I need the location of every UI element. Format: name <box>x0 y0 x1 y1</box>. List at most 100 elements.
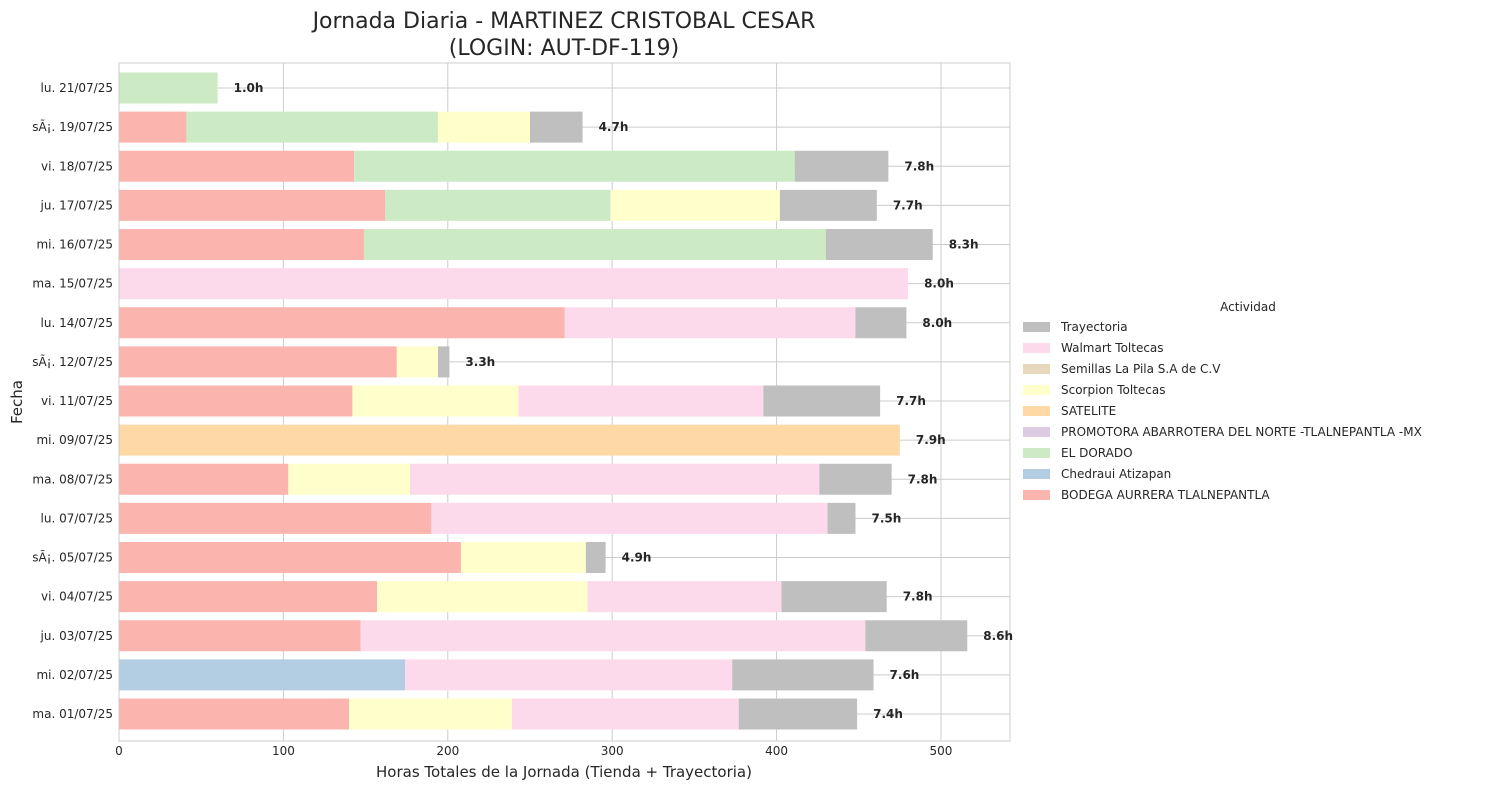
bar-segment <box>119 346 397 378</box>
bar-segment <box>587 581 782 613</box>
legend-entry: Chedraui Atizapan <box>1061 467 1171 481</box>
y-tick-label: ju. 03/07/25 <box>40 629 113 643</box>
x-tick-label: 0 <box>115 744 123 758</box>
legend-swatch <box>1023 427 1050 437</box>
x-tick-label: 300 <box>601 744 624 758</box>
legend-title: Actividad <box>1220 300 1276 314</box>
bar-segment <box>825 229 933 260</box>
y-tick-label: sÃ¡. 05/07/25 <box>32 550 113 565</box>
data-label: 7.7h <box>896 394 926 408</box>
x-tick-label: 500 <box>930 744 953 758</box>
bar-segment <box>564 307 856 339</box>
legend-swatch <box>1023 490 1050 500</box>
bar-segment <box>119 424 900 456</box>
bar-segment <box>585 542 606 573</box>
data-label: 4.7h <box>599 120 629 134</box>
plot-frame <box>118 62 1011 742</box>
data-label: 8.0h <box>924 277 954 291</box>
bar-segment <box>865 620 968 652</box>
bar-segment <box>119 385 353 417</box>
data-label: 7.8h <box>903 590 933 604</box>
bars <box>119 72 968 730</box>
bar-segment <box>437 111 530 143</box>
bar-segment <box>779 189 877 221</box>
bar-segment <box>119 698 350 730</box>
y-tick-label: lu. 21/07/25 <box>41 81 113 95</box>
bar-segment <box>119 189 386 221</box>
legend-entry: BODEGA AURRERA TLALNEPANTLA <box>1061 488 1270 502</box>
data-label: 7.7h <box>893 198 923 212</box>
bar-segment <box>363 229 826 260</box>
bar-segment <box>377 581 588 613</box>
legend-swatch <box>1023 469 1050 479</box>
bar-segment <box>431 502 828 534</box>
bar-segment <box>738 698 858 730</box>
bar-segment <box>460 542 586 573</box>
bar-segment <box>385 189 611 221</box>
bar-segment <box>119 229 364 260</box>
x-tick-labels: 0 100 200 300 400 500 <box>115 744 952 758</box>
bar-segment <box>855 307 907 339</box>
bar-segment <box>354 150 795 182</box>
y-tick-label: vi. 11/07/25 <box>41 394 113 408</box>
bar-segment <box>119 307 565 339</box>
bar-segment <box>518 385 764 417</box>
bar-segment <box>409 463 820 495</box>
legend-entry: Scorpion Toltecas <box>1061 383 1165 397</box>
data-label: 7.5h <box>871 511 901 525</box>
bar-segment <box>119 150 355 182</box>
legend-entry: PROMOTORA ABARROTERA DEL NORTE -TLALNEPA… <box>1061 425 1422 439</box>
data-label: 3.3h <box>465 355 495 369</box>
legend-swatch <box>1023 322 1050 332</box>
y-tick-label: mi. 09/07/25 <box>36 433 113 447</box>
y-tick-label: lu. 14/07/25 <box>41 316 113 330</box>
data-label: 7.6h <box>890 668 920 682</box>
bar-segment <box>529 111 583 143</box>
bar-segment <box>119 542 461 573</box>
data-label: 8.6h <box>983 629 1013 643</box>
bar-segment <box>437 346 450 378</box>
bar-segment <box>119 72 218 104</box>
bar-segment <box>119 268 909 300</box>
bar-segment <box>511 698 739 730</box>
bar-segment <box>819 463 892 495</box>
legend-swatch <box>1023 343 1050 353</box>
bar-segment <box>352 385 519 417</box>
legend-swatch <box>1023 448 1050 458</box>
y-tick-label: sÃ¡. 12/07/25 <box>32 354 113 369</box>
legend-entry: Walmart Toltecas <box>1061 341 1164 355</box>
y-tick-label: mi. 16/07/25 <box>36 238 113 252</box>
chart-subtitle: (LOGIN: AUT-DF-119) <box>449 36 679 61</box>
chart-title: Jornada Diaria - MARTINEZ CRISTOBAL CESA… <box>311 9 816 34</box>
data-label: 7.4h <box>873 707 903 721</box>
y-tick-label: sÃ¡. 19/07/25 <box>32 119 113 134</box>
y-tick-label: ma. 15/07/25 <box>32 277 113 291</box>
data-label: 8.3h <box>949 238 979 252</box>
legend-swatch <box>1023 364 1050 374</box>
legend-entry: EL DORADO <box>1061 446 1133 460</box>
data-label: 8.0h <box>922 316 952 330</box>
y-tick-label: ma. 01/07/25 <box>32 707 113 721</box>
bar-segment <box>360 620 866 652</box>
data-label: 7.8h <box>908 472 938 486</box>
bar-segment <box>610 189 780 221</box>
y-tick-label: mi. 02/07/25 <box>36 668 113 682</box>
bar-segment <box>763 385 881 417</box>
x-tick-label: 400 <box>765 744 788 758</box>
data-label: 7.9h <box>916 433 946 447</box>
y-tick-label: ju. 17/07/25 <box>40 198 113 212</box>
bar-segment <box>405 659 733 691</box>
bar-segment <box>186 111 438 143</box>
y-tick-label: vi. 18/07/25 <box>41 159 113 173</box>
bar-segment <box>732 659 874 691</box>
data-label: 4.9h <box>622 551 652 565</box>
bar-segment <box>827 502 856 534</box>
y-tick-label: lu. 07/07/25 <box>41 511 113 525</box>
legend-entry: Semillas La Pila S.A de C.V <box>1061 362 1221 376</box>
x-tick-label: 100 <box>272 744 295 758</box>
bar-segment <box>119 463 289 495</box>
legend-entry: SATELITE <box>1061 404 1116 418</box>
data-labels: 1.0h 4.7h 7.8h 7.7h 8.3h 8.0h 8.0h 3.3h 7.7h 7.9h… <box>234 81 1013 721</box>
bar-segment <box>794 150 889 182</box>
